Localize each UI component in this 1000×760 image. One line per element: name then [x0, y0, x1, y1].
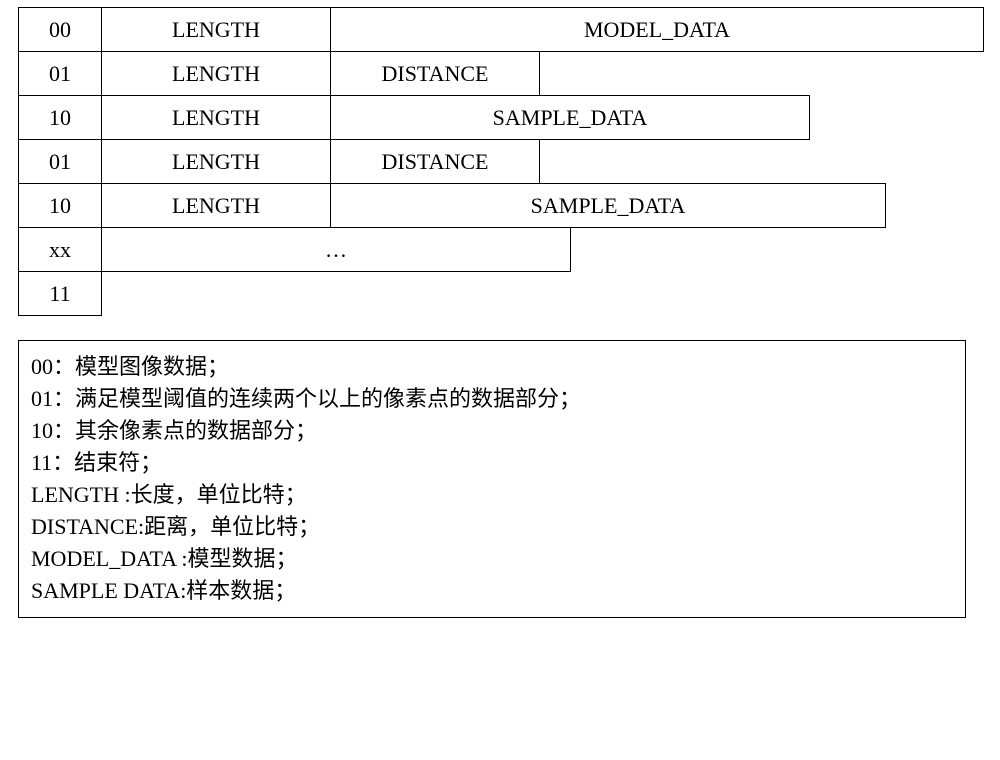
length-cell: LENGTH — [101, 51, 331, 96]
legend-line: 11：结束符； — [31, 447, 953, 479]
payload-cell: DISTANCE — [330, 139, 540, 184]
code-cell: 01 — [18, 139, 102, 184]
length-cell: LENGTH — [101, 139, 331, 184]
ellipsis-cell: … — [101, 227, 571, 272]
code-cell: 11 — [18, 271, 102, 316]
payload-cell: MODEL_DATA — [330, 7, 984, 52]
payload-cell: SAMPLE_DATA — [330, 95, 810, 140]
code-cell: 10 — [18, 95, 102, 140]
legend-line: SAMPLE DATA:样本数据； — [31, 575, 953, 607]
packet-row: 10 LENGTH SAMPLE_DATA — [18, 95, 1000, 140]
payload-cell: DISTANCE — [330, 51, 540, 96]
legend-line: 00：模型图像数据； — [31, 351, 953, 383]
code-cell: 10 — [18, 183, 102, 228]
packet-row: 11 — [18, 271, 1000, 316]
payload-cell: SAMPLE_DATA — [330, 183, 886, 228]
length-cell: LENGTH — [101, 183, 331, 228]
packet-row: 10 LENGTH SAMPLE_DATA — [18, 183, 1000, 228]
code-cell: 00 — [18, 7, 102, 52]
legend-line: DISTANCE:距离，单位比特； — [31, 511, 953, 543]
code-cell: xx — [18, 227, 102, 272]
legend-line: MODEL_DATA :模型数据； — [31, 543, 953, 575]
legend-line: 10：其余像素点的数据部分； — [31, 415, 953, 447]
legend-box: 00：模型图像数据； 01：满足模型阈值的连续两个以上的像素点的数据部分； 10… — [18, 340, 966, 618]
packet-rows: 00 LENGTH MODEL_DATA 01 LENGTH DISTANCE … — [18, 7, 1000, 316]
packet-row: xx … — [18, 227, 1000, 272]
legend-line: 01：满足模型阈值的连续两个以上的像素点的数据部分； — [31, 383, 953, 415]
length-cell: LENGTH — [101, 7, 331, 52]
figure-root: 00 LENGTH MODEL_DATA 01 LENGTH DISTANCE … — [0, 0, 1000, 760]
legend-line: LENGTH :长度，单位比特； — [31, 479, 953, 511]
packet-row: 01 LENGTH DISTANCE — [18, 139, 1000, 184]
code-cell: 01 — [18, 51, 102, 96]
packet-row: 01 LENGTH DISTANCE — [18, 51, 1000, 96]
length-cell: LENGTH — [101, 95, 331, 140]
packet-row: 00 LENGTH MODEL_DATA — [18, 7, 1000, 52]
